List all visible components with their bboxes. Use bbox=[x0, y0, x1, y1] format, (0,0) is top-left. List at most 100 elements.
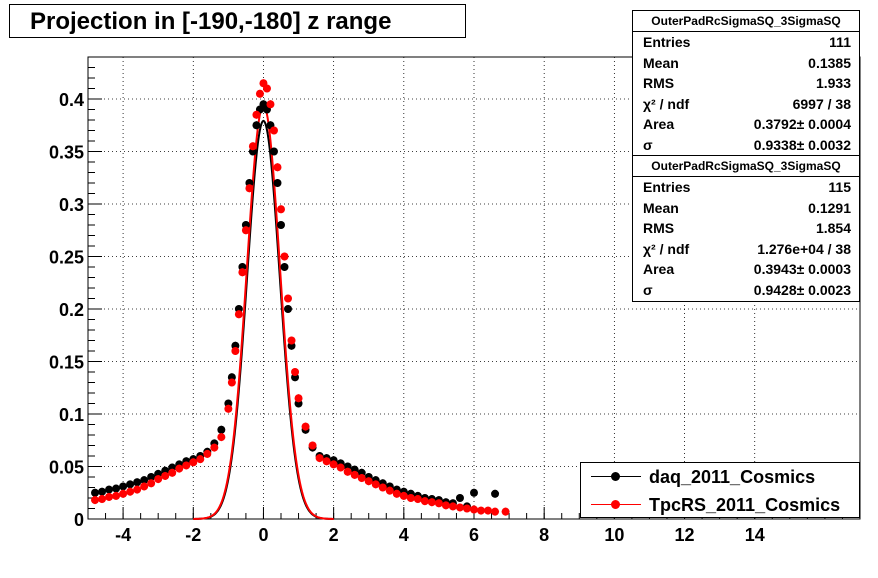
stat-row-area: Area 0.3943± 0.0003 bbox=[633, 259, 859, 280]
data-point bbox=[277, 221, 285, 229]
data-point bbox=[484, 506, 493, 515]
data-point bbox=[252, 121, 261, 130]
data-point bbox=[470, 505, 478, 514]
data-point bbox=[413, 495, 422, 504]
data-point bbox=[238, 268, 247, 277]
data-point bbox=[112, 484, 121, 493]
stat-row-entries: Entries 115 bbox=[633, 177, 859, 198]
stat-row-mean: Mean 0.1385 bbox=[633, 53, 859, 74]
legend-label: TpcRS_2011_Cosmics bbox=[649, 495, 841, 515]
data-point bbox=[252, 110, 261, 119]
data-point bbox=[462, 504, 471, 513]
data-point bbox=[385, 486, 394, 495]
stat-label: χ² / ndf bbox=[643, 240, 690, 257]
stat-value: 111 bbox=[829, 34, 851, 50]
legend-entry-daq: daq_2011_Cosmics bbox=[581, 463, 859, 491]
data-point bbox=[241, 226, 250, 235]
data-point bbox=[98, 487, 107, 496]
fit-curves bbox=[193, 103, 334, 520]
x-tick-label: 8 bbox=[539, 525, 549, 545]
data-point bbox=[477, 506, 486, 515]
data-point bbox=[322, 457, 331, 466]
stat-row-sigma: σ 0.9428± 0.0023 bbox=[633, 280, 859, 301]
data-point bbox=[392, 489, 401, 498]
data-point bbox=[224, 404, 233, 413]
data-point bbox=[501, 507, 510, 516]
data-point bbox=[105, 492, 114, 501]
stat-value: 1.854 bbox=[815, 220, 851, 237]
stat-value: 0.9338± 0.0032 bbox=[753, 136, 851, 153]
data-point bbox=[112, 491, 121, 500]
y-tick-label: 0.3 bbox=[59, 195, 84, 215]
data-point bbox=[301, 422, 310, 431]
y-tick-label: 0.15 bbox=[49, 353, 84, 373]
data-point bbox=[91, 496, 100, 505]
legend-label: daq_2011_Cosmics bbox=[649, 467, 816, 487]
data-point bbox=[357, 474, 366, 483]
data-point bbox=[294, 394, 303, 403]
stat-row-rms: RMS 1.854 bbox=[633, 218, 859, 239]
data-point bbox=[291, 368, 300, 376]
stat-value: 0.9428± 0.0023 bbox=[753, 281, 851, 298]
data-point bbox=[126, 480, 135, 489]
data-point bbox=[315, 454, 324, 463]
data-point bbox=[133, 478, 142, 487]
data-point bbox=[168, 468, 177, 477]
data-point bbox=[147, 479, 156, 488]
data-point bbox=[217, 425, 226, 434]
data-point bbox=[140, 482, 149, 491]
fit-curve bbox=[193, 103, 334, 520]
data-point bbox=[491, 507, 500, 516]
data-point bbox=[126, 487, 135, 496]
x-tick-label: 12 bbox=[675, 525, 695, 545]
stats-box-name: OuterPadRcSigmaSQ_3SigmaSQ bbox=[633, 11, 859, 32]
y-tick-label: 0 bbox=[74, 510, 84, 530]
stat-row-sigma: σ 0.9338± 0.0032 bbox=[633, 135, 859, 156]
stat-label: χ² / ndf bbox=[643, 95, 690, 112]
data-point bbox=[255, 89, 264, 98]
stat-label: Mean bbox=[643, 199, 679, 216]
data-point bbox=[470, 488, 478, 497]
data-point bbox=[308, 441, 317, 450]
stat-row-rms: RMS 1.933 bbox=[633, 73, 859, 94]
y-axis-ticks: 0 0.05 0.1 0.15 0.2 0.25 0.3 0.35 0.4 bbox=[49, 56, 102, 530]
data-point bbox=[406, 494, 415, 502]
data-point bbox=[262, 84, 271, 93]
stat-value: 1.276e+04 / 38 bbox=[757, 240, 851, 257]
stat-label: Entries bbox=[643, 34, 691, 50]
stat-row-chi2: χ² / ndf 1.276e+04 / 38 bbox=[633, 239, 859, 260]
data-point bbox=[210, 443, 219, 452]
stat-value: 0.3943± 0.0003 bbox=[753, 261, 851, 278]
x-tick-label: 14 bbox=[745, 525, 765, 545]
stat-row-mean: Mean 0.1291 bbox=[633, 198, 859, 219]
x-tick-label: 2 bbox=[329, 525, 339, 545]
data-point bbox=[343, 467, 352, 476]
x-tick-label: 0 bbox=[258, 525, 268, 545]
data-point bbox=[364, 477, 373, 486]
x-tick-label: 6 bbox=[469, 525, 479, 545]
data-point bbox=[273, 179, 282, 187]
data-point bbox=[266, 100, 275, 109]
data-point bbox=[420, 497, 429, 506]
x-tick-label: 4 bbox=[399, 525, 409, 545]
data-point bbox=[287, 336, 296, 345]
stat-row-area: Area 0.3792± 0.0004 bbox=[633, 114, 859, 135]
x-tick-label: -2 bbox=[185, 525, 201, 545]
data-point bbox=[189, 458, 198, 467]
stat-label: Area bbox=[643, 261, 675, 278]
data-point bbox=[455, 503, 464, 512]
data-point bbox=[227, 378, 236, 387]
stats-box-tpcrs: OuterPadRcSigmaSQ_3SigmaSQ Entries 115 Me… bbox=[632, 155, 860, 302]
stat-row-chi2: χ² / ndf 6997 / 38 bbox=[633, 94, 859, 115]
data-point bbox=[248, 142, 257, 151]
data-point bbox=[91, 488, 100, 497]
stat-row-entries: Entries 111 bbox=[633, 32, 859, 53]
stat-value: 6997 / 38 bbox=[792, 95, 851, 112]
legend-marker-icon bbox=[611, 472, 620, 481]
y-tick-label: 0.4 bbox=[59, 90, 84, 110]
stat-label: σ bbox=[643, 136, 653, 153]
data-point bbox=[175, 464, 184, 473]
data-point bbox=[371, 480, 380, 489]
data-point bbox=[399, 491, 408, 500]
data-point bbox=[269, 147, 278, 156]
